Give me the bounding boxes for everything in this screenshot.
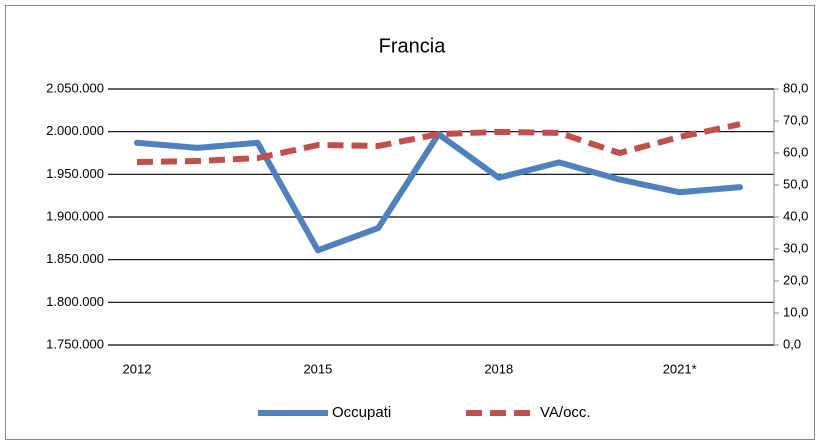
series-line bbox=[136, 121, 741, 165]
y2-tick-label: 20,0 bbox=[783, 272, 808, 287]
y-tick-label: 2.000.000 bbox=[46, 123, 104, 138]
y2-tick-label: 50,0 bbox=[783, 176, 808, 191]
x-tick-label: 2018 bbox=[484, 361, 513, 376]
y-tick-label: 1.950.000 bbox=[46, 166, 104, 181]
y-tick-label: 1.900.000 bbox=[46, 208, 104, 223]
chart-border bbox=[5, 5, 815, 440]
y2-tick-label: 0,0 bbox=[783, 336, 801, 351]
y2-tick-label: 80,0 bbox=[783, 80, 808, 95]
y2-tick-label: 10,0 bbox=[783, 304, 808, 319]
x-tick-label: 2015 bbox=[303, 361, 332, 376]
y2-tick-label: 60,0 bbox=[783, 144, 808, 159]
legend-label: VA/occ. bbox=[540, 404, 591, 421]
x-tick-label: 2012 bbox=[123, 361, 152, 376]
chart-title: Francia bbox=[379, 35, 447, 57]
series-line bbox=[134, 131, 743, 254]
y-tick-label: 1.800.000 bbox=[46, 294, 104, 309]
x-tick-label: 2021* bbox=[663, 361, 697, 376]
y2-tick-label: 40,0 bbox=[783, 208, 808, 223]
y-tick-label: 1.850.000 bbox=[46, 251, 104, 266]
y-tick-label: 2.050.000 bbox=[46, 80, 104, 95]
y2-tick-label: 70,0 bbox=[783, 112, 808, 127]
y-tick-label: 1.750.000 bbox=[46, 336, 104, 351]
legend-label: Occupati bbox=[332, 404, 391, 421]
y2-tick-label: 30,0 bbox=[783, 240, 808, 255]
